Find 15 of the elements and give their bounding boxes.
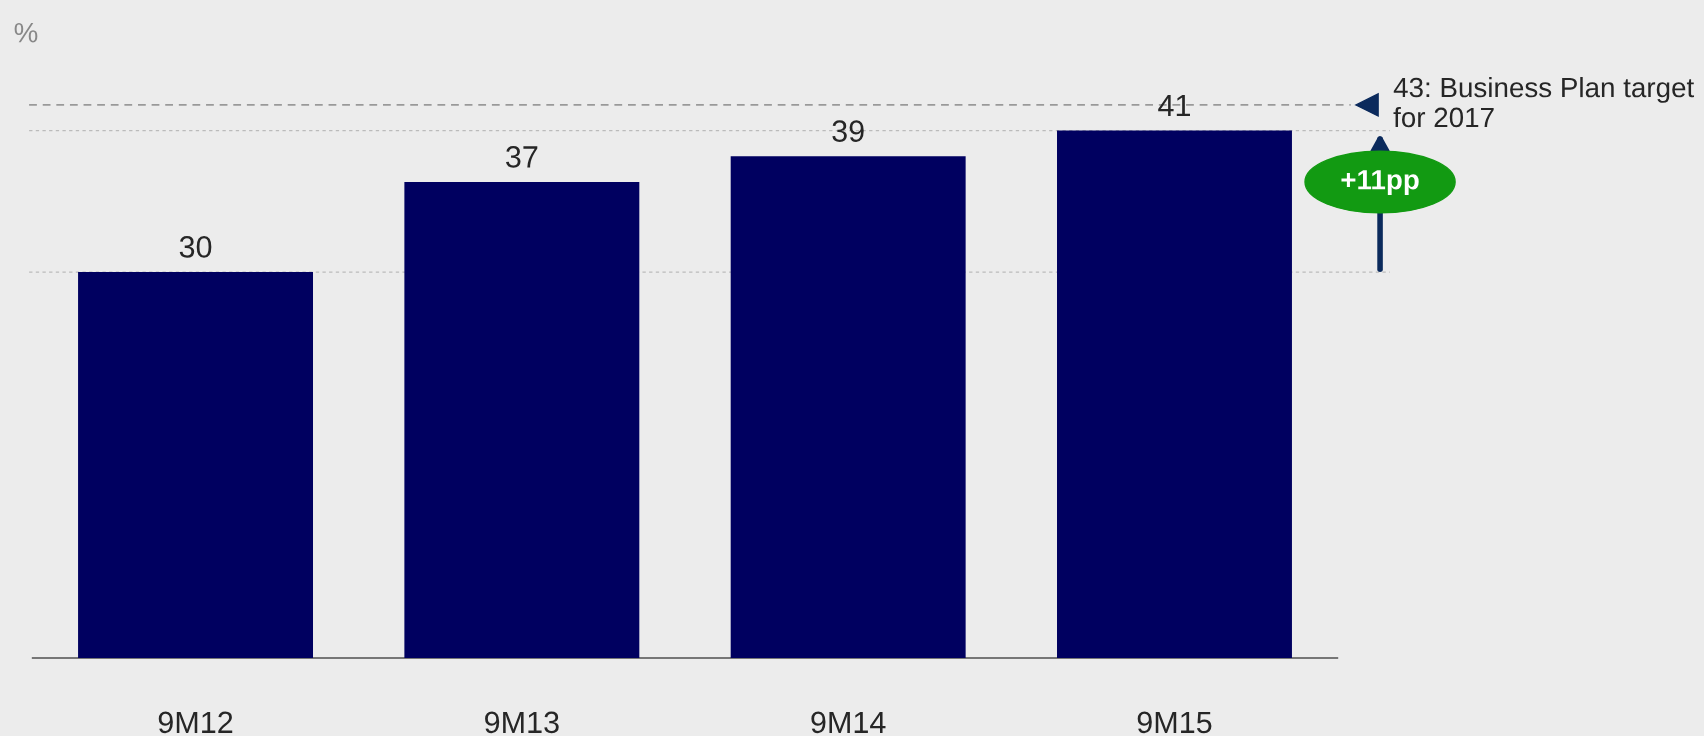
y-axis-title: % bbox=[14, 22, 38, 43]
bar bbox=[1057, 130, 1292, 658]
bar bbox=[78, 272, 314, 658]
data-label: 30 bbox=[179, 236, 212, 258]
data-label: 39 bbox=[832, 120, 864, 142]
data-label: 41 bbox=[1158, 94, 1190, 116]
ref-line-label: 43: Business Plan target for 2017 bbox=[1393, 76, 1695, 128]
x-tick-label: 9M14 bbox=[811, 711, 886, 734]
data-label: 37 bbox=[506, 146, 538, 168]
x-tick-label: 9M13 bbox=[485, 711, 559, 734]
annotation: +11pp bbox=[1341, 170, 1419, 195]
x-tick-label: 9M12 bbox=[158, 711, 233, 734]
bar bbox=[404, 182, 640, 658]
bar bbox=[730, 156, 966, 658]
x-tick-label: 9M15 bbox=[1137, 711, 1212, 734]
